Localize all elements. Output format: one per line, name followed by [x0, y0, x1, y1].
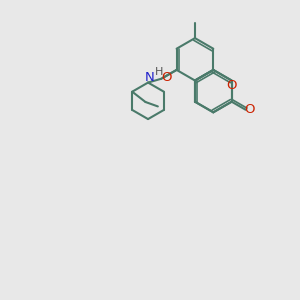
- Text: H: H: [154, 67, 163, 76]
- Text: O: O: [226, 79, 237, 92]
- Text: O: O: [161, 70, 172, 84]
- Text: N: N: [145, 71, 154, 84]
- Text: O: O: [244, 103, 255, 116]
